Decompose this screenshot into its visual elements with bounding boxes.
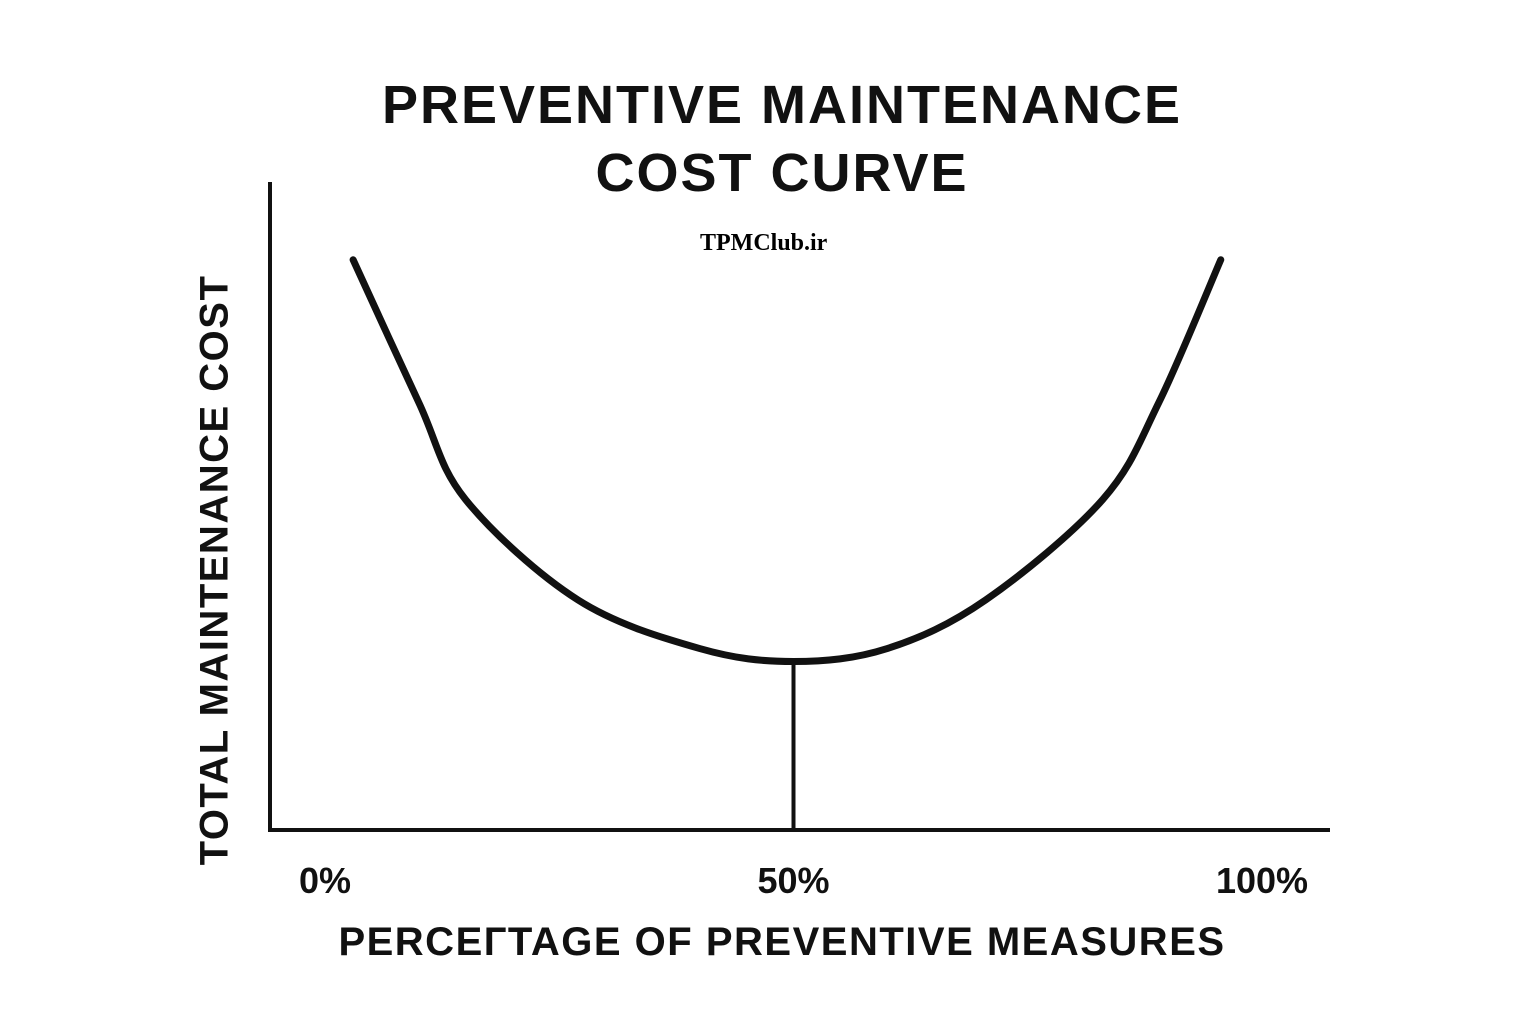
x-tick-label-0: 0%: [298, 860, 352, 901]
x-axis-label: PERCEГTAGE OF PREVENTIVE MEASURES: [338, 920, 1226, 964]
x-tick-label-100: 100%: [1215, 860, 1309, 901]
chart-title-line-2: COST CURVE: [595, 143, 969, 203]
x-tick-label-50: 50%: [757, 860, 830, 901]
y-axis-label: TOTAL MAINTENANCE COST: [192, 274, 237, 866]
watermark: TPMClub.ir: [700, 230, 828, 256]
chart-title-line-1: PREVENTIVE MAINTENANCE: [381, 75, 1183, 135]
cost-curve-line: [349, 256, 1225, 666]
